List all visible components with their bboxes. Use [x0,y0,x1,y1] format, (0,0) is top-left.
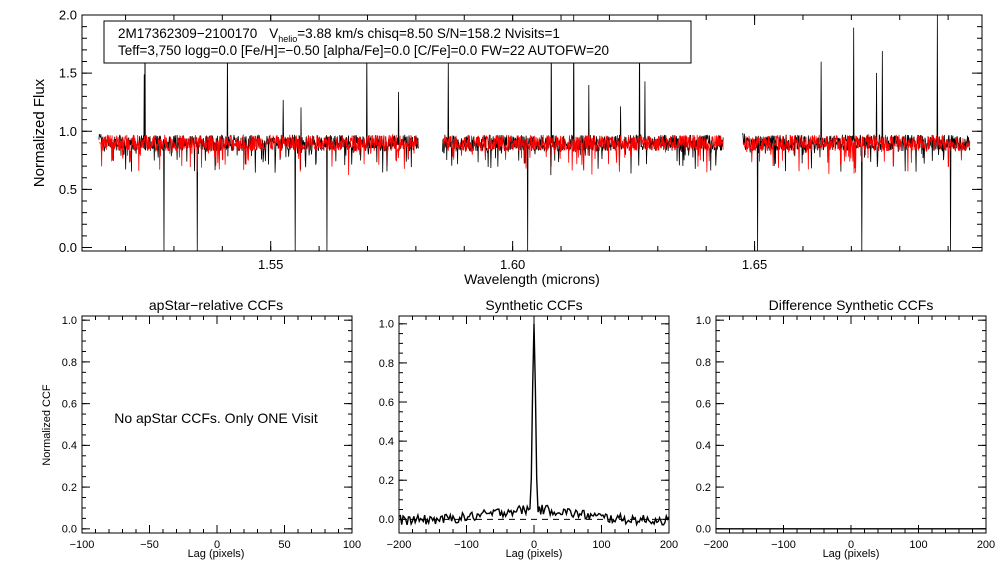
y-tick-label: 0.6 [62,398,77,410]
x-tick-label: 1.65 [742,257,767,272]
difference-ccf-frame [715,315,987,534]
y-tick-label: 0.6 [696,398,711,410]
annotation-box [103,20,692,64]
y-tick-label: 0.0 [696,524,711,536]
y-tick-label: 0.0 [62,524,77,536]
apstar-ccf-ticks: −100 −50 0 50 100 0.0 0.2 0.4 0.6 0.8 1.0 [62,315,361,551]
model-flux-line [98,133,971,175]
y-tick-label: 0.0 [59,240,77,255]
x-tick-label: −100 [454,539,479,551]
difference-ccf-xlabel: Lag (pixels) [823,548,880,560]
x-tick-label: 100 [592,539,610,551]
y-tick-label: 0.8 [696,357,711,369]
apstar-ccf-panel: apStar−relative CCFs −100 −50 0 50 100 0.0 0.2… [41,297,361,560]
difference-ccf-ticks: −200 −100 0 100 200 0.0 0.2 0.4 0.6 0.8 1.0 [696,315,995,551]
ccf-ylabel: Normalized CCF [41,384,53,466]
y-tick-label: 0.4 [62,440,77,452]
synthetic-ccf-ticks: −200 −100 0 100 200 0.0 0.2 0.4 0.6 0.8 1.0 [379,316,678,551]
x-tick-label: 100 [343,539,361,551]
synthetic-ccf-xlabel: Lag (pixels) [506,548,563,560]
difference-ccf-title: Difference Synthetic CCFs [769,297,934,313]
y-tick-label: 0.4 [696,440,711,452]
synthetic-ccf-line [398,323,670,527]
x-tick-label: −100 [771,539,796,551]
difference-ccf-panel: Difference Synthetic CCFs −200 −100 0 100 20… [696,297,995,560]
spectrum-frame [81,14,983,252]
y-tick-label: 0.8 [62,357,77,369]
synthetic-ccf-panel: Synthetic CCFs −200 −100 0 100 200 0.0 0.2 0.4 0… [379,297,678,560]
apstar-ccf-title: apStar−relative CCFs [149,297,283,313]
y-tick-label: 0.0 [379,514,394,526]
y-tick-label: 0.8 [379,358,394,370]
x-tick-label: 200 [977,539,995,551]
x-tick-label: 0 [214,539,220,551]
annotation-line-2: Teff=3,750 logg=0.0 [Fe/H]=−0.50 [alpha/… [118,43,609,58]
synthetic-ccf-title: Synthetic CCFs [485,297,582,313]
y-tick-label: 1.0 [379,319,394,331]
spectrum-xlabel: Wavelength (microns) [464,271,600,287]
y-tick-label: 1.0 [59,124,77,139]
x-tick-label: 50 [278,539,290,551]
x-tick-label: 1.55 [258,257,283,272]
y-tick-label: 1.5 [59,66,77,81]
x-tick-label: 0 [531,539,537,551]
x-tick-label: −50 [140,539,159,551]
annotation-line-1-rest: =3.88 km/s chisq=8.50 S/N=158.2 Nvisits=… [297,26,560,41]
spectrum-traces [98,14,971,251]
y-tick-label: 1.0 [62,315,77,327]
synthetic-ccf-traces [398,323,670,527]
vhelio-label: V [269,26,278,41]
apstar-ccf-xlabel: Lag (pixels) [188,548,245,560]
y-tick-label: 0.2 [379,475,394,487]
x-tick-label: 0 [848,539,854,551]
spectrum-ticks: 1.55 1.60 1.65 0.0 0.5 1.0 1.5 2.0 [59,8,982,272]
x-tick-label: −200 [704,539,729,551]
y-tick-label: 0.2 [696,482,711,494]
no-ccf-message: No apStar CCFs. Only ONE Visit [114,410,318,426]
annotation-line-1: 2M17362309−2100170 Vhelio=3.88 km/s chisq… [118,26,560,44]
x-tick-label: 100 [909,539,927,551]
y-tick-label: 0.6 [379,397,394,409]
y-tick-label: 0.4 [379,436,394,448]
x-tick-label: −100 [70,539,95,551]
spectrum-panel: 1.55 1.60 1.65 0.0 0.5 1.0 1.5 2.0 Wavelength (… [31,8,983,287]
x-tick-label: 200 [660,539,678,551]
x-tick-label: −200 [387,539,412,551]
star-id: 2M17362309−2100170 [118,26,257,41]
vhelio-subscript: helio [278,34,297,44]
spectrum-ylabel: Normalized Flux [31,78,48,187]
y-tick-label: 1.0 [696,315,711,327]
y-tick-label: 2.0 [59,8,77,23]
x-tick-label: 1.60 [500,257,525,272]
y-tick-label: 0.2 [62,482,77,494]
y-tick-label: 0.5 [59,182,77,197]
